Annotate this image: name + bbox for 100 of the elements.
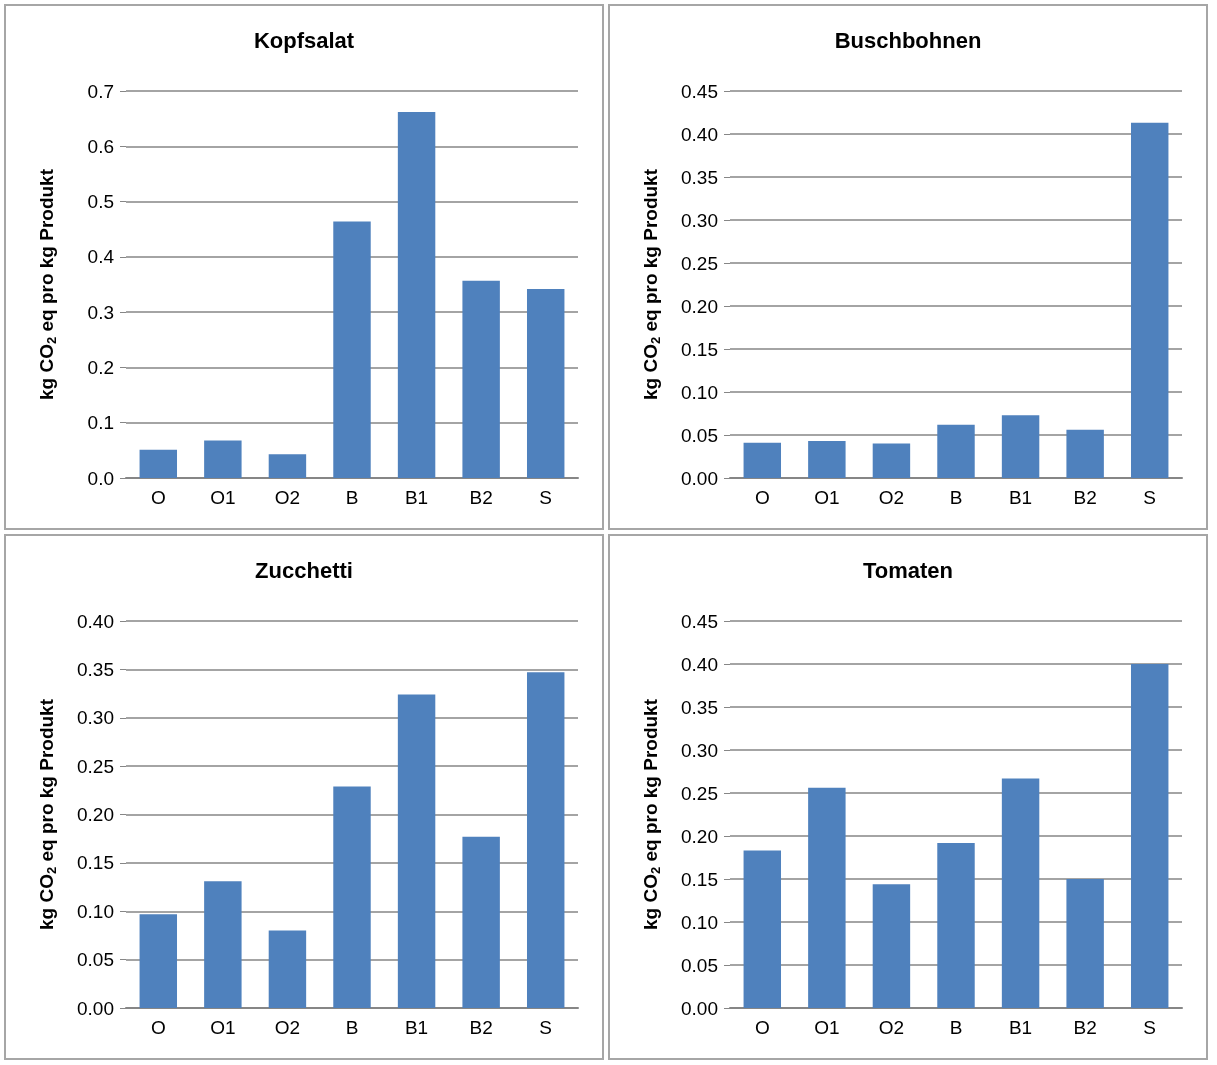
y-tick-label: 0.05 (77, 949, 114, 971)
y-tick-label: 0.45 (681, 80, 718, 102)
y-tick-label: 0.35 (681, 696, 718, 718)
x-tick-label: B1 (1008, 487, 1033, 508)
y-tick-label: 0.40 (77, 610, 114, 632)
bar (808, 441, 846, 478)
bar (872, 884, 911, 1008)
y-tick-label: 0.05 (681, 954, 718, 976)
bar (1001, 778, 1040, 1008)
x-tick-label: O1 (210, 487, 236, 508)
y-tick-label: 0.10 (77, 900, 114, 922)
y-axis-title: kg CO2 eq pro kg Produkt (640, 168, 663, 401)
bar (872, 443, 911, 478)
y-tick-label: 0.30 (77, 707, 114, 729)
y-tick-label: 0.40 (681, 123, 718, 145)
y-axis-title: kg CO2 eq pro kg Produkt (640, 698, 663, 931)
bar (526, 672, 565, 1008)
y-tick-label: 0.25 (681, 252, 718, 274)
y-tick-label: 0.45 (681, 610, 718, 632)
bar (937, 842, 975, 1008)
y-tick-label: 0.4 (87, 246, 115, 268)
y-tick-label: 0.15 (681, 868, 718, 890)
x-tick-label: B (345, 1017, 359, 1038)
y-tick-label: 0.0 (87, 467, 114, 489)
x-tick-label: O1 (210, 1017, 236, 1038)
y-tick-label: 0.6 (87, 135, 114, 157)
bar (333, 786, 371, 1008)
y-tick-label: 0.10 (681, 911, 718, 933)
bar (462, 280, 500, 478)
y-tick-label: 0.40 (681, 653, 718, 675)
y-tick-label: 0.3 (87, 301, 114, 323)
bar (1130, 664, 1169, 1008)
bar (1066, 879, 1104, 1008)
y-tick-label: 0.15 (681, 338, 718, 360)
bar (1130, 122, 1169, 478)
x-tick-label: B1 (1008, 1017, 1033, 1038)
bar (204, 881, 242, 1008)
y-tick-label: 0.05 (681, 424, 718, 446)
x-tick-label: B1 (404, 487, 429, 508)
x-tick-label: O (150, 1017, 166, 1038)
x-tick-label: B1 (404, 1017, 429, 1038)
bar (462, 836, 500, 1008)
y-tick-label: 0.5 (87, 191, 114, 213)
y-tick-label: 0.15 (77, 852, 114, 874)
x-tick-label: B2 (1073, 1017, 1097, 1038)
y-axis-title: kg CO2 eq pro kg Produkt (36, 698, 59, 931)
y-tick-label: 0.30 (681, 209, 718, 231)
bar (268, 930, 307, 1008)
y-tick-label: 0.25 (77, 755, 114, 777)
bar (204, 440, 242, 478)
x-tick-label: O (150, 487, 166, 508)
y-tick-label: 0.20 (77, 804, 114, 825)
x-tick-label: B (949, 1017, 963, 1038)
y-axis-title: kg CO2 eq pro kg Produkt (36, 168, 59, 401)
bar (397, 112, 436, 478)
x-tick-label: B (949, 487, 963, 508)
x-tick-label: B2 (1073, 487, 1097, 508)
bar (937, 424, 975, 478)
x-tick-label: S (1143, 487, 1157, 508)
x-tick-label: O2 (878, 487, 905, 508)
x-tick-label: B (345, 487, 359, 508)
x-tick-label: B2 (469, 487, 493, 508)
x-tick-label: O1 (814, 1017, 840, 1038)
chart-title: Buschbohnen (834, 27, 982, 53)
y-tick-label: 0.20 (681, 825, 718, 847)
bar (397, 694, 436, 1008)
y-tick-label: 0.10 (681, 381, 718, 403)
bar (1066, 429, 1104, 478)
x-tick-label: O2 (274, 1017, 301, 1038)
y-tick-label: 0.7 (87, 80, 114, 102)
y-tick-label: 0.35 (77, 658, 114, 680)
bar (139, 449, 178, 478)
y-tick-label: 0.2 (87, 356, 114, 378)
y-tick-label: 0.20 (681, 295, 718, 317)
chart-title: Tomaten (862, 557, 954, 583)
x-tick-label: S (1143, 1017, 1157, 1038)
chart-title: Zucchetti (255, 557, 353, 583)
x-tick-label: O (754, 487, 770, 508)
bar (139, 914, 178, 1008)
bar (808, 787, 846, 1008)
x-tick-label: B2 (469, 1017, 493, 1038)
bar (333, 221, 371, 478)
x-tick-label: S (539, 1017, 553, 1038)
bar (1001, 415, 1040, 478)
bar (526, 288, 565, 478)
chart-title: Kopfsalat (253, 27, 355, 53)
x-tick-label: O2 (274, 487, 301, 508)
x-tick-label: O2 (878, 1017, 905, 1038)
bar (743, 850, 782, 1008)
y-tick-label: 0.00 (681, 467, 718, 489)
y-tick-label: 0.1 (87, 412, 114, 434)
y-tick-label: 0.30 (681, 739, 718, 761)
y-tick-label: 0.00 (681, 997, 718, 1019)
y-tick-label: 0.35 (681, 166, 718, 188)
bar (268, 454, 307, 478)
bar (743, 442, 782, 478)
x-tick-label: O (754, 1017, 770, 1038)
y-tick-label: 0.25 (681, 782, 718, 804)
x-tick-label: O1 (814, 487, 840, 508)
y-tick-label: 0.00 (77, 997, 114, 1019)
